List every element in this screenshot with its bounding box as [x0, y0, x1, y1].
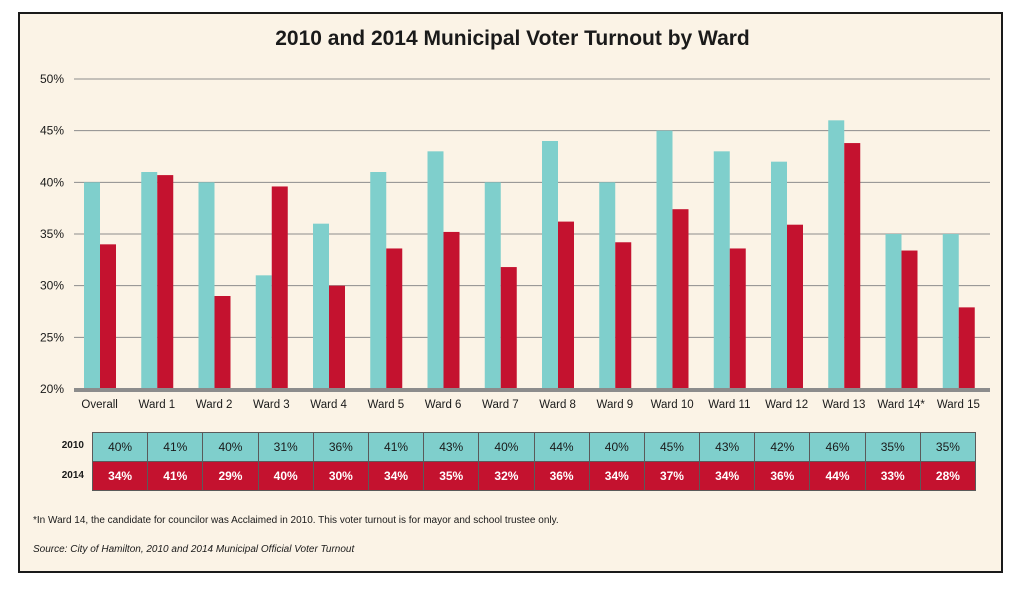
- table-cell-2010: 44%: [533, 432, 590, 462]
- table-cell-2014: 34%: [588, 461, 645, 491]
- table-cell-2010: 43%: [423, 432, 480, 462]
- x-tick-label: Ward 6: [425, 399, 462, 411]
- table-row-2010: 2010 40% 41% 40% 31% 36% 41% 43% 40% 44% 40% 45% 43…: [62, 432, 976, 462]
- y-tick-label: 20%: [40, 382, 64, 396]
- table-cell-2014: 36%: [533, 461, 590, 491]
- bar-2014: [844, 143, 861, 389]
- bar-2014: [672, 209, 689, 389]
- y-tick-label: 45%: [40, 124, 64, 138]
- x-tick-label: Ward 8: [539, 399, 576, 411]
- bar-2014: [214, 296, 231, 389]
- bar-2010: [885, 234, 902, 389]
- table-cell-2014: 40%: [257, 461, 314, 491]
- bar-2014: [558, 221, 574, 389]
- data-table: 2010 40% 41% 40% 31% 36% 41% 43% 40% 44% 40% 45% 43…: [62, 432, 976, 492]
- footnote: *In Ward 14, the candidate for councilor…: [33, 515, 559, 526]
- table-cell-2010: 40%: [478, 432, 535, 462]
- table-cell-2014: 34%: [92, 461, 149, 491]
- chart-frame: 2010 and 2014 Municipal Voter Turnout by…: [18, 12, 1003, 573]
- x-tick-label: Ward 15: [937, 399, 980, 411]
- bar-2014: [615, 242, 632, 389]
- table-cell-2010: 46%: [809, 432, 866, 462]
- table-cell-2014: 35%: [423, 461, 480, 491]
- x-tick-label: Ward 1: [139, 399, 176, 411]
- table-cell-2010: 40%: [92, 432, 149, 462]
- table-cell-2014: 30%: [312, 461, 369, 491]
- table-cell-2010: 31%: [257, 432, 314, 462]
- table-cell-2014: 32%: [478, 461, 535, 491]
- bar-2014: [729, 248, 746, 389]
- x-tick-label: Overall: [81, 399, 117, 411]
- x-tick-label: Ward 12: [765, 399, 808, 411]
- bar-2014: [386, 248, 403, 389]
- table-cell-2014: 36%: [754, 461, 811, 491]
- bar-2010: [828, 120, 845, 389]
- x-tick-label: Ward 5: [368, 399, 405, 411]
- x-tick-label: Ward 3: [253, 399, 290, 411]
- bar-2010: [542, 141, 558, 389]
- table-cell-2010: 40%: [588, 432, 645, 462]
- row-label-2014: 2014: [61, 470, 84, 481]
- table-cell-2010: 40%: [202, 432, 259, 462]
- table-cell-2010: 41%: [367, 432, 425, 462]
- table-cell-2014: 34%: [699, 461, 756, 491]
- y-tick-label: 25%: [40, 330, 64, 344]
- bar-2010: [255, 275, 272, 389]
- table-cell-2010: 43%: [699, 432, 756, 462]
- bar-2010: [656, 130, 673, 389]
- table-cell-2014: 44%: [809, 461, 866, 491]
- bar-2010: [771, 161, 787, 389]
- y-tick-label: 40%: [40, 175, 64, 189]
- x-tick-label: Ward 9: [597, 399, 634, 411]
- x-tick-label: Ward 10: [651, 399, 694, 411]
- row-label-2010: 2010: [61, 440, 84, 451]
- chart-title: 2010 and 2014 Municipal Voter Turnout by…: [275, 27, 750, 50]
- table-cell-2014: 28%: [919, 461, 976, 491]
- bar-2010: [313, 223, 329, 389]
- y-tick-label: 50%: [40, 72, 64, 86]
- bar-2010: [84, 182, 100, 389]
- y-tick-label: 35%: [40, 227, 64, 241]
- table-cell-2014: 33%: [864, 461, 921, 491]
- bar-2014: [271, 186, 288, 389]
- table-row-2014: 2014 34% 41% 29% 40% 30% 34% 35% 32% 36% 34% 37% 34…: [62, 461, 976, 492]
- bar-2014: [500, 267, 517, 389]
- table-cell-2010: 35%: [919, 432, 976, 462]
- bar-2010: [198, 182, 215, 389]
- x-axis-baseline: [74, 388, 990, 392]
- bar-2010: [942, 234, 959, 389]
- bar-2010: [599, 182, 616, 389]
- bar-2010: [141, 172, 158, 389]
- table-cell-2014: 34%: [367, 461, 425, 491]
- bar-2014: [901, 250, 918, 389]
- bar-chart: 20% 25% 30% 35% 40% 45% 50% Overall Ward 1 Ward 2…: [40, 72, 990, 411]
- x-tick-label: Ward 4: [310, 399, 347, 411]
- bar-2010: [484, 182, 501, 389]
- table-cell-2010: 35%: [864, 432, 921, 462]
- bar-2010: [427, 151, 444, 389]
- table-cell-2010: 45%: [643, 432, 701, 462]
- bar-2014: [787, 224, 803, 389]
- table-cell-2010: 36%: [312, 432, 369, 462]
- table-cell-2014: 29%: [202, 461, 259, 491]
- bar-2014: [157, 175, 174, 389]
- bar-2014: [958, 307, 975, 389]
- bar-2010: [713, 151, 730, 389]
- x-tick-label: Ward 13: [822, 399, 865, 411]
- bar-2010: [370, 172, 387, 389]
- x-tick-label: Ward 11: [708, 399, 750, 411]
- bar-2014: [443, 231, 460, 389]
- table-cell-2014: 41%: [147, 461, 204, 491]
- source-note: Source: City of Hamilton, 2010 and 2014 …: [33, 544, 355, 555]
- x-tick-label: Ward 14*: [877, 399, 925, 411]
- bar-2014: [100, 244, 116, 389]
- table-cell-2010: 41%: [147, 432, 204, 462]
- bar-2014: [329, 285, 345, 389]
- table-cell-2010: 42%: [754, 432, 811, 462]
- x-tick-label: Ward 2: [196, 399, 233, 411]
- table-cell-2014: 37%: [643, 461, 701, 491]
- x-tick-label: Ward 7: [482, 399, 519, 411]
- y-tick-label: 30%: [40, 279, 64, 293]
